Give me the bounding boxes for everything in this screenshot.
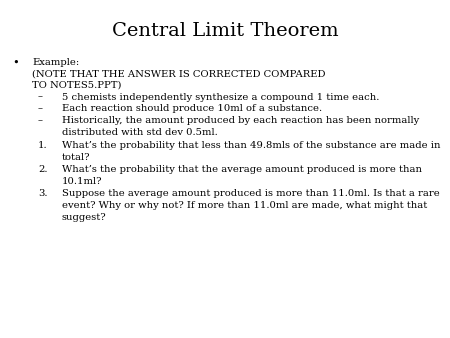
- Text: •: •: [12, 58, 19, 68]
- Text: –: –: [38, 104, 43, 113]
- Text: 5 chemists independently synthesize a compound 1 time each.: 5 chemists independently synthesize a co…: [62, 93, 379, 102]
- Text: Example:: Example:: [32, 58, 79, 67]
- Text: 3.: 3.: [38, 189, 48, 198]
- Text: Central Limit Theorem: Central Limit Theorem: [112, 22, 338, 40]
- Text: Historically, the amount produced by each reaction has been normally
distributed: Historically, the amount produced by eac…: [62, 116, 419, 137]
- Text: –: –: [38, 116, 43, 125]
- Text: What’s the probability that less than 49.8mls of the substance are made in
total: What’s the probability that less than 49…: [62, 141, 441, 162]
- Text: TO NOTES5.PPT): TO NOTES5.PPT): [32, 80, 122, 89]
- Text: Suppose the average amount produced is more than 11.0ml. Is that a rare
event? W: Suppose the average amount produced is m…: [62, 189, 440, 222]
- Text: Each reaction should produce 10ml of a substance.: Each reaction should produce 10ml of a s…: [62, 104, 322, 113]
- Text: –: –: [38, 93, 43, 102]
- Text: (NOTE THAT THE ANSWER IS CORRECTED COMPARED: (NOTE THAT THE ANSWER IS CORRECTED COMPA…: [32, 69, 325, 78]
- Text: 1.: 1.: [38, 141, 48, 150]
- Text: What’s the probability that the average amount produced is more than
10.1ml?: What’s the probability that the average …: [62, 165, 422, 186]
- Text: 2.: 2.: [38, 165, 48, 174]
